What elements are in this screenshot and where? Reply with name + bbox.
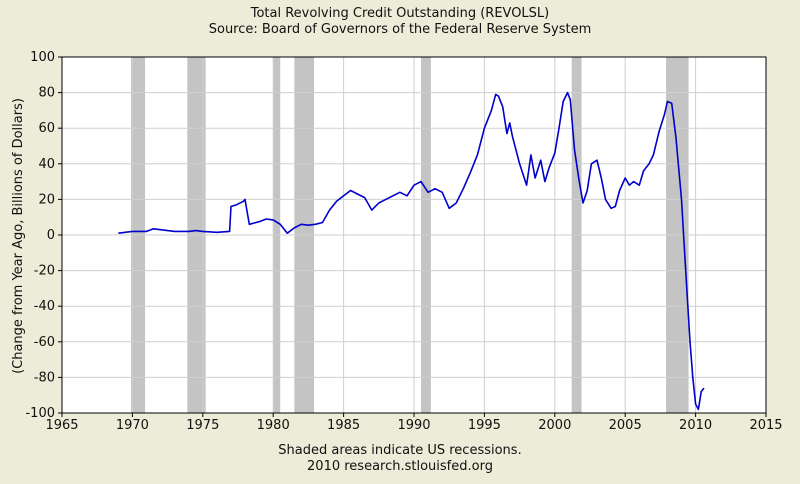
series-line-group (118, 91, 705, 411)
x-tick-label: 1975 (186, 418, 219, 433)
y-tick-label: -80 (34, 370, 55, 385)
y-tick-label: -60 (34, 335, 55, 350)
footnote-recessions: Shaded areas indicate US recessions. (278, 443, 521, 458)
y-tick-label: 20 (38, 192, 55, 207)
x-tick-label: 1970 (116, 418, 149, 433)
y-tick-label: 0 (47, 228, 55, 243)
x-tick-label: 1965 (45, 418, 78, 433)
y-tick-label: -20 (34, 264, 55, 279)
x-tick-label: 1990 (397, 418, 430, 433)
x-tick-label: 2000 (538, 418, 571, 433)
x-axis-ticks: 1965 1970 1975 1980 1985 1990 1995 2000 2005 2010… (45, 413, 783, 433)
y-tick-label: -100 (25, 406, 55, 421)
y-tick-label: 60 (38, 121, 55, 136)
chart-subtitle: Source: Board of Governors of the Federa… (209, 22, 592, 37)
y-tick-label: -40 (34, 299, 55, 314)
y-axis-label: (Change from Year Ago, Billions of Dolla… (11, 98, 26, 374)
x-tick-label: 2010 (679, 418, 712, 433)
x-tick-label: 1985 (327, 418, 360, 433)
x-tick-label: 2005 (609, 418, 642, 433)
x-tick-label: 1995 (468, 418, 501, 433)
y-tick-label: 80 (38, 86, 55, 101)
footnote-source: 2010 research.stlouisfed.org (307, 459, 493, 474)
x-tick-label: 2015 (749, 418, 782, 433)
chart-title: Total Revolving Credit Outstanding (REVO… (250, 6, 550, 21)
y-tick-label: 100 (30, 50, 55, 65)
y-tick-label: 40 (38, 157, 55, 172)
x-tick-label: 1980 (257, 418, 290, 433)
series-line (118, 91, 705, 411)
y-axis-ticks: -100 -80 -60 -40 -20 0 20 40 60 80 100 (25, 50, 62, 421)
